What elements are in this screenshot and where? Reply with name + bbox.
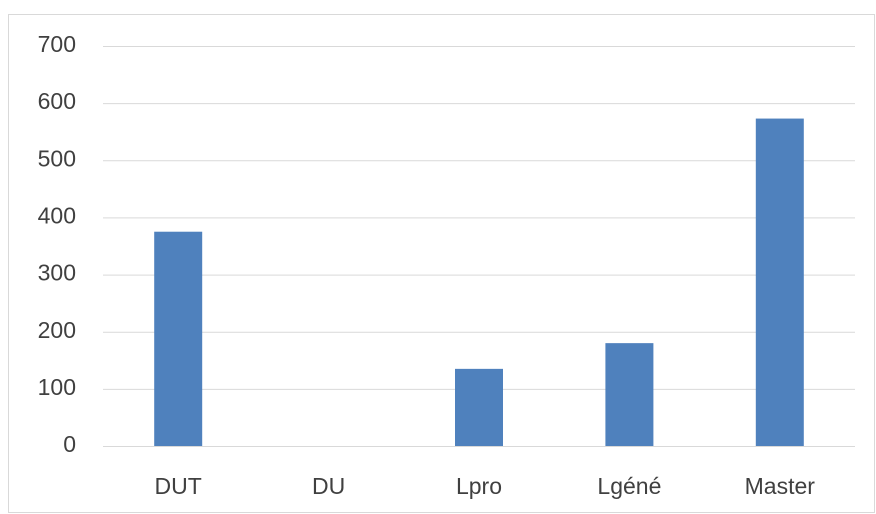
y-tick-label: 500 — [38, 145, 76, 171]
y-tick-label: 200 — [38, 317, 76, 343]
bar — [455, 368, 503, 446]
x-tick-label: DU — [312, 473, 345, 499]
x-tick-label: Master — [745, 473, 816, 499]
x-tick-label: Lgéné — [597, 473, 661, 499]
bar — [755, 118, 804, 447]
chart-border — [8, 14, 875, 513]
x-tick-label: Lpro — [456, 473, 502, 499]
y-tick-label: 400 — [38, 203, 76, 229]
y-tick-label: 300 — [38, 260, 76, 286]
y-tick-label: 600 — [38, 88, 76, 114]
y-tick-label: 100 — [38, 374, 76, 400]
y-tick-label: 0 — [63, 431, 76, 457]
x-tick-label: DUT — [155, 473, 202, 499]
bar — [605, 343, 654, 446]
y-tick-label: 700 — [38, 31, 76, 57]
bar — [154, 231, 203, 446]
